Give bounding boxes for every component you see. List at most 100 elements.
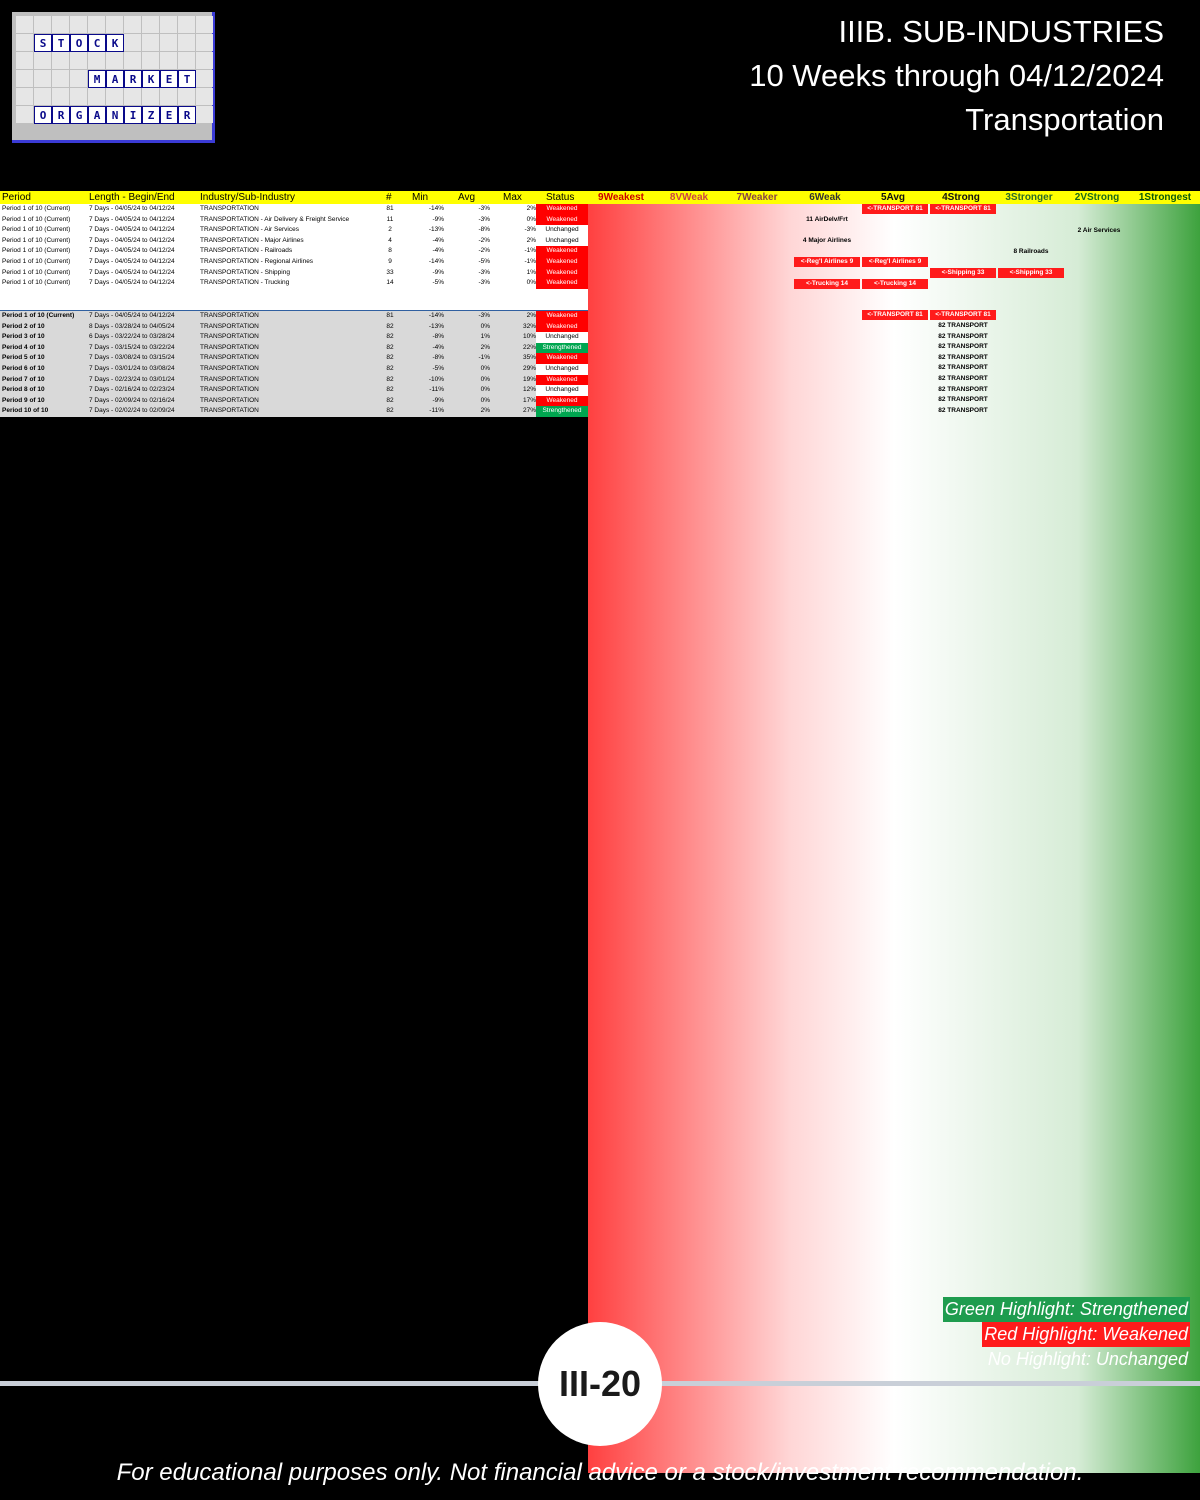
- logo-grid-cell: [16, 70, 33, 87]
- logo-grid-cell: [52, 70, 69, 87]
- cell-status: Unchanged: [536, 332, 588, 343]
- cell-max: 19%: [522, 375, 536, 383]
- level-4: 4Strong: [942, 192, 980, 203]
- table-row: Period 4 of 10 7 Days - 03/15/24 to 03/22…: [0, 342, 588, 354]
- logo-grid-cell: [178, 34, 195, 51]
- cell-status: Unchanged: [536, 225, 588, 236]
- cell-num: 82: [386, 375, 394, 383]
- cell-min: -9%: [432, 215, 444, 223]
- page-title: IIIB. SUB-INDUSTRIES 10 Weeks through 04…: [749, 10, 1164, 142]
- logo-grid-cell: [16, 52, 33, 69]
- cell-ind: TRANSPORTATION - Regional Airlines: [200, 257, 314, 265]
- cell-period: Period 7 of 10: [2, 375, 45, 383]
- cell-ind: TRANSPORTATION: [200, 396, 259, 404]
- logo-grid-cell: [196, 106, 213, 123]
- logo-grid-cell: [142, 88, 159, 105]
- cell-len: 7 Days - 04/05/24 to 04/12/24: [89, 247, 175, 255]
- cell-min: -10%: [428, 375, 444, 383]
- title-section: IIIB. SUB-INDUSTRIES: [838, 14, 1164, 49]
- strength-gradient-background: [588, 204, 1200, 1473]
- logo-letter: E: [160, 106, 178, 124]
- logo-grid-cell: [16, 106, 33, 123]
- level-8: 8VWeak: [669, 192, 709, 203]
- logo-grid-cell: [16, 34, 33, 51]
- cell-avg: -1%: [478, 354, 490, 362]
- table-row: Period 6 of 10 7 Days - 03/01/24 to 03/08…: [0, 363, 588, 375]
- logo-grid-cell: [88, 52, 105, 69]
- col-avg: Avg: [458, 192, 476, 203]
- cell-ind: TRANSPORTATION: [200, 407, 259, 415]
- cell-avg: 0%: [480, 375, 490, 383]
- cell-period: Period 4 of 10: [2, 343, 45, 351]
- blank-row: [0, 288, 588, 300]
- logo-grid-cell: [34, 16, 51, 33]
- sub-industry-table: Period Length - Begin/End Industry/Sub-I…: [0, 191, 1200, 1473]
- cell-max: 32%: [522, 322, 536, 330]
- cell-ind: TRANSPORTATION: [200, 333, 259, 341]
- cell-status: Weakened: [536, 204, 588, 215]
- logo-grid-cell: [70, 52, 87, 69]
- cell-min: -5%: [432, 364, 444, 372]
- level-chip: 82 TRANSPORT: [938, 396, 988, 404]
- logo-letter: R: [52, 106, 70, 124]
- level-chip: <-TRANSPORT 81: [930, 204, 996, 215]
- logo-letter: E: [160, 70, 178, 88]
- cell-len: 7 Days - 02/02/24 to 02/09/24: [89, 407, 175, 415]
- logo-grid-cell: [160, 16, 177, 33]
- cell-period: Period 1 of 10 (Current): [2, 236, 71, 244]
- col-status: Status: [546, 192, 575, 203]
- cell-ind: TRANSPORTATION: [200, 343, 259, 351]
- cell-min: -4%: [432, 236, 444, 244]
- cell-num: 82: [386, 407, 394, 415]
- logo-grid-cell: [178, 16, 195, 33]
- cell-status: Strengthened: [536, 406, 588, 417]
- logo-grid-cell: [196, 34, 213, 51]
- cell-max: 27%: [522, 407, 536, 415]
- blank-row: [0, 299, 588, 310]
- table-row: Period 1 of 10 (Current) 7 Days - 04/05/2…: [0, 235, 588, 247]
- cell-min: -8%: [432, 354, 444, 362]
- cell-min: -9%: [432, 396, 444, 404]
- logo-grid-cell: [160, 34, 177, 51]
- cell-ind: TRANSPORTATION - Air Services: [200, 226, 299, 234]
- title-date-range: 10 Weeks through 04/12/2024: [749, 58, 1164, 93]
- logo-grid-cell: [34, 52, 51, 69]
- level-chip: <-TRANSPORT 81: [862, 310, 928, 321]
- logo-letter: R: [178, 106, 196, 124]
- table-row: Period 3 of 10 6 Days - 03/22/24 to 03/28…: [0, 332, 588, 343]
- cell-avg: 0%: [480, 322, 490, 330]
- cell-num: 9: [388, 257, 392, 265]
- cell-max: -3%: [524, 226, 536, 234]
- table-row: Period 1 of 10 (Current) 7 Days - 04/05/2…: [0, 309, 588, 322]
- cell-avg: -3%: [478, 268, 490, 276]
- cell-max: 1%: [526, 268, 536, 276]
- table-row: Period 10 of 10 7 Days - 02/02/24 to 02/0…: [0, 406, 588, 417]
- cell-num: 82: [386, 322, 394, 330]
- cell-num: 8: [388, 247, 392, 255]
- cell-ind: TRANSPORTATION: [200, 311, 259, 319]
- table-row: Period 5 of 10 7 Days - 03/08/24 to 03/15…: [0, 353, 588, 364]
- cell-len: 7 Days - 03/15/24 to 03/22/24: [89, 343, 175, 351]
- logo-letter: N: [106, 106, 124, 124]
- level-chip: 4 Major Airlines: [802, 237, 852, 245]
- cell-ind: TRANSPORTATION - Major Airlines: [200, 236, 304, 244]
- cell-period: Period 2 of 10: [2, 322, 45, 330]
- logo-grid-cell: [106, 16, 123, 33]
- cell-avg: 0%: [480, 364, 490, 372]
- cell-len: 7 Days - 02/23/24 to 03/01/24: [89, 375, 175, 383]
- cell-period: Period 3 of 10: [2, 333, 45, 341]
- cell-period: Period 6 of 10: [2, 364, 45, 372]
- cell-avg: 2%: [480, 343, 490, 351]
- level-chip: <-Shipping 33: [930, 267, 996, 278]
- logo-grid-cell: [70, 70, 87, 87]
- logo-grid-cell: [52, 16, 69, 33]
- cell-min: -14%: [428, 205, 444, 212]
- logo-grid-cell: [70, 88, 87, 105]
- logo-letter: G: [70, 106, 88, 124]
- col-min: Min: [412, 192, 429, 203]
- level-chip: 82 TRANSPORT: [938, 332, 988, 340]
- legend: Green Highlight: Strengthened Red Highli…: [942, 1297, 1190, 1372]
- cell-ind: TRANSPORTATION - Railroads: [200, 247, 293, 255]
- logo-grid-cell: [106, 52, 123, 69]
- cell-min: -14%: [428, 257, 444, 265]
